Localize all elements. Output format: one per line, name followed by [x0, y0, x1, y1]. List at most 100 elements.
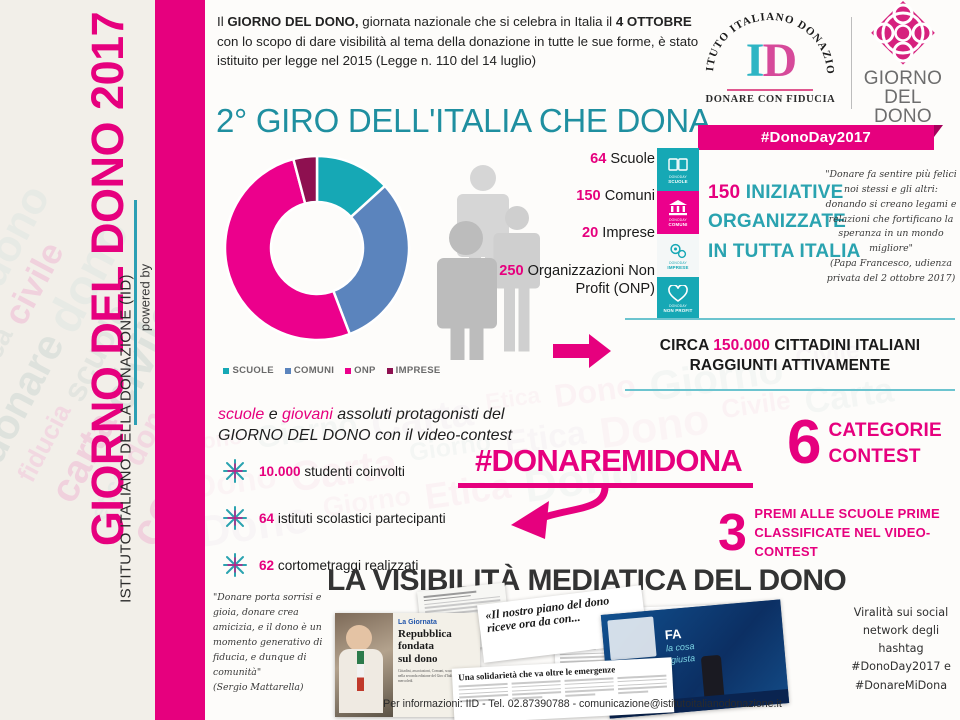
intro-segment-2: giornata nazionale che si celebra in Ita…: [358, 14, 616, 29]
stat-number: 64: [590, 151, 607, 167]
scuole-rest: assoluti protagonisti del: [332, 406, 505, 423]
gears-icon: [670, 243, 687, 258]
iniziative-word1: INIZIATIVE: [745, 182, 844, 203]
circa-bottom-rule: [625, 388, 955, 391]
donut-slice-comuni[interactable]: [331, 184, 411, 336]
press-collage: Ripartono le donazioni: nel 2016 tornate…: [315, 582, 835, 720]
star-burst-icon: [223, 459, 247, 483]
legend-item-onp: ONP: [345, 365, 376, 376]
badge-comuni[interactable]: DONODAY COMUNI: [657, 191, 699, 234]
watermark-word: fiducia: [10, 398, 77, 487]
viralita-line1: Viralità sui social: [853, 606, 949, 619]
iid-letter-d: D: [762, 34, 797, 87]
iid-letters: ID: [745, 34, 797, 87]
intro-segment-0: Il: [217, 14, 228, 29]
repubblica-headline-3: sul dono: [398, 652, 438, 665]
legend-item-imprese: IMPRESE: [386, 365, 441, 376]
scuole-line2: GIORNO DEL DONO con il video-contest: [218, 426, 513, 444]
mattarella-quote: "Donare porta sorrisi e gioia, donare cr…: [213, 590, 338, 695]
pink-arrow-right-icon: [553, 334, 611, 368]
gdd-line2: DEL DONO: [874, 87, 932, 127]
donut-slice-onp[interactable]: [223, 157, 352, 342]
circa-prefix: CIRCA: [659, 337, 714, 354]
logo-divider: [850, 17, 852, 109]
stat-row: 20 Imprese: [495, 224, 655, 242]
donut-slice-imprese[interactable]: [291, 154, 319, 206]
star-burst-icon: [223, 506, 247, 530]
legend-swatch-icon: [345, 367, 352, 374]
three-line2: CLASSIFICATE NEL VIDEO-CONTEST: [754, 524, 931, 559]
iniziative-line2: ORGANIZZATE: [708, 211, 847, 233]
bullet-number: 10.000: [259, 463, 301, 479]
viralita-social-text: Viralità sui social network degli hashta…: [845, 604, 957, 695]
repubblica-kicker: La Giornata: [398, 619, 437, 626]
iid-logo: ISTITUTO ITALIANO DONAZIONE ID DONARE CO…: [698, 6, 843, 120]
bullet-label: studenti coinvolti: [300, 463, 405, 479]
bullet-item: 64 istituti scolastici partecipanti: [222, 505, 522, 531]
six-line1: CATEGORIE: [828, 420, 942, 441]
iid-letter-i: I: [745, 34, 765, 87]
scuole-mid: e: [264, 406, 283, 423]
stat-row: 150 Comuni: [495, 187, 655, 205]
papa-francesco-quote: "Donare fa sentire più felici noi stessi…: [825, 168, 957, 287]
giovani-word: giovani: [282, 406, 333, 423]
sidebar-divider-rule: [134, 200, 137, 425]
viralita-line2: network degli: [862, 624, 940, 638]
circa-line1: CIRCA 150.000 CITTADINI ITALIANI: [625, 336, 955, 356]
watermark-word: Civile: [719, 384, 793, 425]
intro-segment-1: GIORNO DEL DONO,: [227, 14, 359, 29]
iid-tagline: DONARE CON FIDUCIA: [705, 94, 836, 105]
badge-non-profit[interactable]: DONODAY NON PROFIT: [657, 277, 699, 320]
donut-chart: [223, 154, 411, 342]
svg-text:ISTITUTO ITALIANO DONAZIONE: ISTITUTO ITALIANO DONAZIONE: [705, 12, 835, 75]
iniziative-number: 150: [708, 182, 741, 203]
six-number: 6: [787, 408, 822, 478]
star-burst-icon: [223, 553, 247, 577]
badge-top-label: DONODAY: [669, 303, 687, 308]
stat-row: 64 Scuole: [495, 150, 655, 168]
circa-number: 150.000: [713, 337, 770, 354]
watermark-word: donare: [0, 324, 73, 471]
watermark-word: civile: [0, 235, 72, 332]
badge-bottom-label: NON PROFIT: [663, 307, 693, 313]
legend-label: COMUNI: [293, 365, 335, 376]
watermark-word: dono: [0, 176, 60, 295]
six-line2: CONTEST: [828, 445, 921, 467]
legend-item-scuole: SCUOLE: [223, 365, 274, 376]
badge-scuole[interactable]: DONODAY SCUOLE: [657, 148, 699, 191]
bullet-item: 62 cortometraggi realizzati: [222, 552, 522, 578]
bullet-number: 62: [259, 557, 275, 573]
sidebar-pink-edge: [155, 0, 205, 720]
legend-swatch-icon: [223, 367, 230, 374]
intro-segment-4: con lo scopo di dare visibilità al tema …: [217, 33, 699, 69]
circa-cittadini-block: CIRCA 150.000 CITTADINI ITALIANI RAGGIUN…: [625, 336, 955, 391]
section-heading-giro: 2° GIRO DELL'ITALIA CHE DONA: [216, 102, 711, 139]
legend-label: IMPRESE: [395, 365, 441, 376]
repubblica-body: Cittadini, associazioni, Comuni, scuole …: [398, 668, 470, 683]
badge-top-label: DONODAY: [669, 174, 687, 179]
circa-text: CIRCA 150.000 CITTADINI ITALIANI RAGGIUN…: [625, 336, 955, 376]
gdd-wordmark: GIORNO DEL DONO: [860, 69, 946, 126]
bullet-label: istituti scolastici partecipanti: [274, 510, 446, 526]
badge-bottom-label: COMUNI: [668, 221, 688, 227]
scuole-giovani-line: scuole e giovani assoluti protagonisti d…: [218, 405, 538, 447]
three-premi-block: 3 PREMI ALLE SCUOLE PRIME CLASSIFICATE N…: [718, 505, 960, 562]
powered-by-label: powered by: [137, 263, 153, 332]
repubblica-headline-2: fondata: [398, 640, 435, 653]
stat-label: Organizzazioni Non Profit (ONP): [523, 262, 655, 297]
stat-row: 250 Organizzazioni Non Profit (ONP): [495, 262, 655, 298]
badge-top-label: DONODAY: [669, 217, 687, 222]
stat-label: Imprese: [598, 225, 655, 242]
footer-contact: Per informazioni: IID - Tel. 02.87390788…: [383, 698, 782, 710]
legend-label: ONP: [354, 365, 376, 376]
logo-block: ISTITUTO ITALIANO DONAZIONE ID DONARE CO…: [698, 1, 946, 154]
gdd-line1: GIORNO: [863, 68, 943, 89]
bullet-label: cortometraggi realizzati: [274, 557, 419, 573]
main-content: Dono Giorno Carta Etica Dono Giorno Civile Dono…: [205, 0, 960, 720]
circa-top-rule: [625, 318, 955, 320]
bullet-text: 62 cortometraggi realizzati: [259, 558, 418, 573]
badge-imprese[interactable]: DONODAY IMPRESE: [657, 234, 699, 277]
giorno-del-dono-logo: GIORNO DEL DONO: [860, 0, 946, 126]
bullet-list: 10.000 studenti coinvolti 64 istituti sco…: [222, 458, 522, 599]
circa-suffix: CITTADINI ITALIANI: [769, 337, 921, 354]
